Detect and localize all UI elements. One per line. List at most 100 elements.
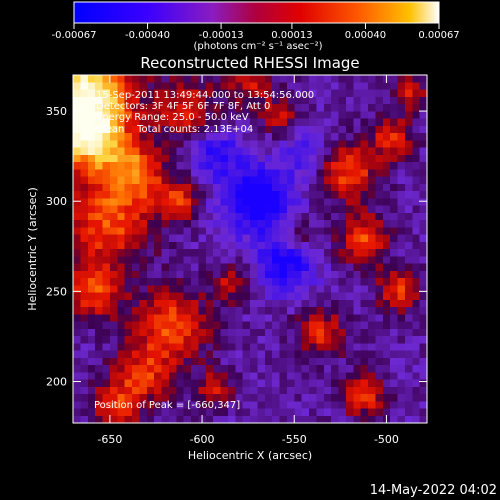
heatmap-cell [220,408,229,417]
heatmap-cell [368,336,376,344]
heatmap-cell [286,365,295,373]
heatmap-cell [264,162,273,170]
heatmap-cell [250,372,258,381]
heatmap-cell [213,169,222,178]
heatmap-cell [109,241,118,250]
heatmap-cell [176,147,185,156]
heatmap-cell [183,263,192,272]
heatmap-cell [161,292,170,301]
heatmap-cell [235,357,244,366]
heatmap-cell [309,183,317,192]
heatmap-cell [309,270,317,279]
heatmap-cell [264,263,273,272]
heatmap-cell [419,191,427,199]
heatmap-cell [272,408,281,417]
heatmap-cell [404,263,413,272]
heatmap-cell [353,285,362,294]
heatmap-cell [109,401,118,410]
heatmap-cell [301,343,310,352]
heatmap-cell [294,198,303,207]
heatmap-cell [146,198,155,207]
heatmap-cell [419,394,427,402]
heatmap-cell [124,234,133,243]
heatmap-cell [73,241,81,250]
heatmap-cell [117,343,126,352]
heatmap-cell [412,205,421,214]
heatmap-cell [419,249,427,257]
heatmap-cell [168,343,177,352]
heatmap-cell [397,365,406,373]
heatmap-cell [412,169,421,178]
heatmap-cell [87,350,96,359]
heatmap-cell [176,372,185,381]
heatmap-cell [419,299,427,308]
heatmap-cell [220,386,229,395]
heatmap-cell [146,372,155,381]
heatmap-cell [360,307,369,315]
heatmap-cell [109,328,118,337]
heatmap-cell [412,154,421,163]
heatmap-cell [183,241,192,250]
heatmap-cell [191,75,199,83]
heatmap-cell [213,147,222,156]
heatmap-cell [404,147,413,156]
heatmap-cell [272,198,281,207]
chart-title: Reconstructed RHESSI Image [140,54,359,72]
heatmap-cell [220,263,229,272]
heatmap-cell [161,220,170,228]
heatmap-cell [353,169,362,178]
heatmap-cell [382,133,391,141]
heatmap-cell [73,118,81,127]
heatmap-cell [412,343,421,352]
heatmap-cell [80,307,89,315]
heatmap-cell [220,249,229,257]
heatmap-cell [390,357,399,366]
heatmap-cell [397,307,406,315]
heatmap-cell [102,212,111,221]
heatmap-cell [353,198,362,207]
heatmap-cell [213,154,222,163]
heatmap-cell [397,336,406,344]
heatmap-cell [117,191,126,199]
heatmap-cell [286,169,295,178]
heatmap-cell [117,263,126,272]
heatmap-cell [124,357,133,366]
heatmap-cell [375,249,384,257]
heatmap-cell [294,241,303,250]
heatmap-cell [227,321,236,330]
heatmap-cell [316,234,325,243]
heatmap-cell [124,415,133,423]
heatmap-cell [220,350,229,359]
heatmap-cell [95,357,104,366]
heatmap-cell [419,270,427,279]
heatmap-cell [132,307,140,315]
heatmap-cell [191,176,199,185]
heatmap-cell [309,125,317,134]
annotation-method-counts: Clean Total counts: 2.13E+04 [96,124,253,135]
heatmap-cell [257,212,266,221]
heatmap-cell [183,82,192,91]
heatmap-cell [168,241,177,250]
heatmap-cell [168,307,177,315]
heatmap-cell [80,133,89,141]
heatmap-cell [154,111,163,120]
heatmap-cell [360,147,369,156]
heatmap-cell [257,292,266,301]
heatmap-cell [397,96,406,105]
heatmap-cell [323,125,332,134]
heatmap-cell [286,205,295,214]
heatmap-cell [154,198,163,207]
heatmap-cell [117,321,126,330]
heatmap-cell [117,125,126,134]
heatmap-cell [80,372,89,381]
heatmap-cell [345,89,354,98]
heatmap-cell [154,270,163,279]
heatmap-cell [294,372,303,381]
heatmap-cell [161,111,170,120]
heatmap-cell [404,321,413,330]
heatmap-cell [309,249,317,257]
heatmap-cell [257,154,266,163]
heatmap-cell [102,299,111,308]
heatmap-cell [316,183,325,192]
heatmap-cell [301,270,310,279]
